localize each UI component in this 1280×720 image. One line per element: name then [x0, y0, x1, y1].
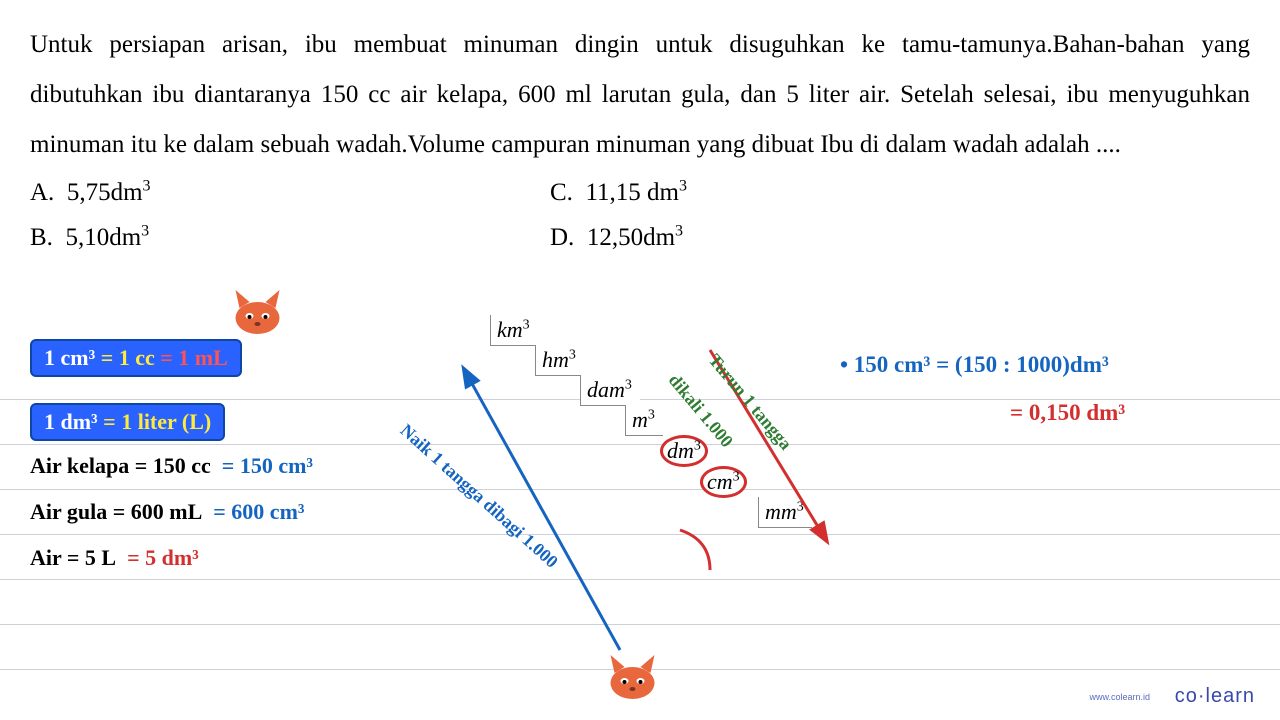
- stair-dm3: dm3: [660, 435, 708, 467]
- stair-m3: m3: [625, 405, 663, 436]
- stair-dam3: dam3: [580, 375, 640, 406]
- brand-url: www.colearn.id: [1089, 692, 1150, 702]
- stair-cm3: cm3: [700, 466, 747, 498]
- option-d: D. 12,50dm3: [550, 215, 950, 260]
- cat-icon: [225, 280, 290, 335]
- conversion-box-2: 1 dm³ = 1 liter (L): [30, 403, 225, 441]
- calculation-line-1: • 150 cm³ = (150 : 1000)dm³: [840, 352, 1109, 378]
- conversion-box-1: 1 cm³ = 1 cc = 1 mL: [30, 339, 242, 377]
- option-a: A. 5,75dm3: [30, 170, 550, 215]
- cat-icon-2: [600, 645, 665, 700]
- option-c: C. 11,15 dm3: [550, 170, 950, 215]
- stair-km3: km3: [490, 315, 538, 346]
- brand-logo: co·learn: [1175, 685, 1255, 708]
- stair-mm3: mm3: [758, 497, 812, 528]
- options-block: A. 5,75dm3 B. 5,10dm3 C. 11,15 dm3 D. 12…: [0, 170, 1280, 260]
- stair-hm3: hm3: [535, 345, 584, 376]
- ingredient-line-3: Air = 5 L = 5 dm³: [30, 545, 1250, 583]
- calculation-line-2: = 0,150 dm³: [1010, 400, 1125, 426]
- question-text: Untuk persiapan arisan, ibu membuat minu…: [0, 0, 1280, 170]
- option-b: B. 5,10dm3: [30, 215, 550, 260]
